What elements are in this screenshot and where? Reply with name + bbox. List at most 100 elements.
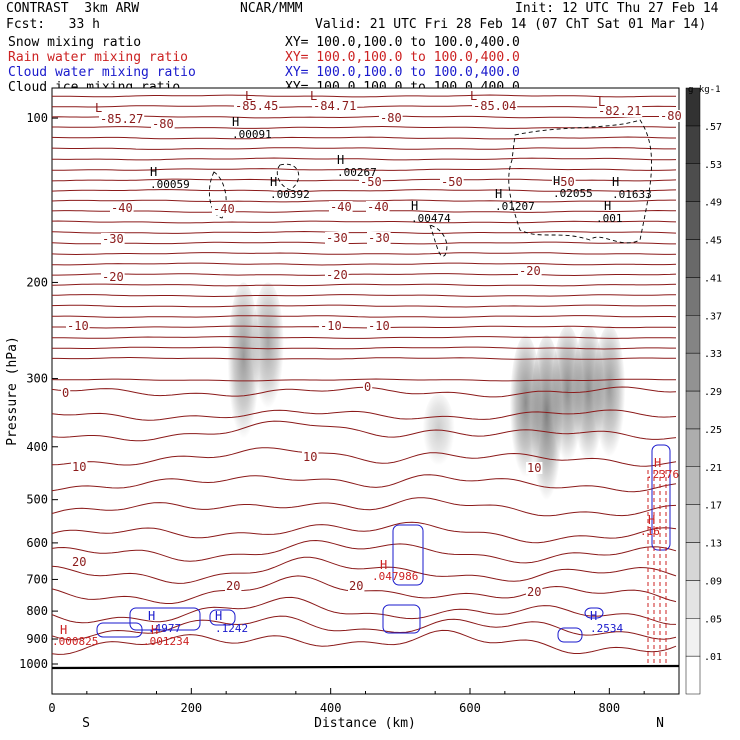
colorbar-swatch xyxy=(685,655,701,695)
temperature-label-bg xyxy=(659,110,683,122)
y-tick-label: 800 xyxy=(26,604,48,618)
temperature-contour xyxy=(52,556,677,584)
colorbar-level-label: .05 xyxy=(704,614,722,625)
colorbar-level-label: .45 xyxy=(704,236,722,247)
temperature-contour xyxy=(52,521,677,544)
colorbar-level-label: .21 xyxy=(704,463,722,474)
temperature-label-bg xyxy=(472,100,518,112)
temperature-label: 10 xyxy=(72,460,86,474)
temperature-label: -50 xyxy=(553,175,575,189)
cloud-water-contour xyxy=(96,622,143,638)
colorbar-level-label: .01 xyxy=(704,652,722,663)
x-tick-label: 200 xyxy=(180,701,202,715)
colorbar-unit: g kg-1 xyxy=(688,85,721,95)
temperature-label-bg xyxy=(110,202,134,214)
x-tick-label: 800 xyxy=(598,701,620,715)
snow-max-label: .00059 xyxy=(150,178,190,191)
temperature-label: -80 xyxy=(152,117,174,131)
legend-rain-label: Rain water mixing ratio xyxy=(8,50,189,65)
temperature-label: -30 xyxy=(326,231,348,245)
snow-max-label: .01207 xyxy=(495,200,535,213)
y-tick-label: 700 xyxy=(26,572,48,586)
y-tick-label: 400 xyxy=(26,440,48,454)
temperature-contour xyxy=(52,497,677,517)
temperature-label: -40 xyxy=(213,202,235,216)
y-tick-label: 300 xyxy=(26,372,48,386)
y-tick-label: 900 xyxy=(26,632,48,646)
temperature-label-bg xyxy=(61,387,71,399)
init-time: Init: 12 UTC Thu 27 Feb 14 xyxy=(515,1,719,16)
temperature-label-bg xyxy=(101,271,125,283)
cloud-water-contour xyxy=(209,609,236,626)
low-marker: L xyxy=(310,89,317,103)
low-marker: L xyxy=(95,101,102,115)
temperature-label-bg xyxy=(234,100,280,112)
ice-max-label: .00091 xyxy=(232,128,272,141)
valid-time: Valid: 21 UTC Fri 28 Feb 14 (07 ChT Sat … xyxy=(315,17,707,32)
temperature-label-bg xyxy=(325,269,349,281)
temperature-contour xyxy=(52,94,677,98)
temperature-contour xyxy=(52,230,677,234)
temperature-label-bg xyxy=(552,176,576,188)
legend-snow-label: Snow mixing ratio xyxy=(8,35,142,50)
x-tick-label: 400 xyxy=(320,701,342,715)
colorbar-swatch xyxy=(685,390,701,430)
y-tick-label: 500 xyxy=(26,493,48,507)
snow-max-marker: H xyxy=(411,199,418,213)
y-tick-label: 1000 xyxy=(19,657,48,671)
temperature-label: -10 xyxy=(320,319,342,333)
temperature-label-bg xyxy=(363,381,373,393)
x-end-label-left: S xyxy=(82,716,90,731)
temperature-label-bg xyxy=(71,556,88,568)
snow-max-marker: H xyxy=(150,165,157,179)
rain-max-label: .001234 xyxy=(143,635,190,648)
temperature-label-bg xyxy=(151,118,175,130)
ice-max-marker: H xyxy=(337,153,344,167)
temperature-label: 20 xyxy=(527,585,541,599)
temperature-contour xyxy=(52,252,677,256)
colorbar-swatch xyxy=(685,315,701,354)
colorbar-swatch xyxy=(685,542,701,581)
temperature-contour xyxy=(52,325,677,329)
temperature-label-bg xyxy=(212,203,236,215)
snow-max-label: .01633 xyxy=(612,188,652,201)
forecast-hour: Fcst: 33 h xyxy=(6,17,100,32)
colorbar-swatch xyxy=(685,580,701,619)
x-tick-label: 600 xyxy=(459,701,481,715)
colorbar-swatch xyxy=(685,466,701,505)
colorbar-swatch xyxy=(685,352,701,392)
temperature-contour xyxy=(52,596,677,625)
snow-max-label: .001 xyxy=(596,212,623,225)
temperature-contour xyxy=(52,220,677,224)
temperature-contour xyxy=(52,262,677,266)
colorbar-level-label: .41 xyxy=(704,273,722,284)
temperature-label-bg xyxy=(440,176,464,188)
cloud-ice-contour xyxy=(429,224,448,257)
rain-max-marker: H xyxy=(60,623,67,637)
temperature-contour xyxy=(52,336,677,339)
legend-cloud-water-label: Cloud water mixing ratio xyxy=(8,65,196,80)
temperature-label: -85.45 xyxy=(235,99,278,113)
temperature-contour xyxy=(52,629,677,655)
temperature-label-bg xyxy=(312,100,358,112)
rain-max-marker: H xyxy=(151,623,158,637)
cloud-water-contour xyxy=(382,604,421,634)
cloud-water-contour xyxy=(557,627,583,643)
colorbar-swatch xyxy=(685,239,701,278)
temperature-contour xyxy=(52,474,677,493)
temperature-label: -20 xyxy=(519,264,541,278)
cloud-max-label: .1242 xyxy=(215,622,248,635)
snow-max-label: .00474 xyxy=(411,212,451,225)
organization: NCAR/MMM xyxy=(240,1,303,16)
temperature-label-bg xyxy=(379,112,403,124)
temperature-label: -50 xyxy=(441,175,463,189)
temperature-label: -40 xyxy=(330,200,352,214)
rain-max-marker: H xyxy=(648,513,655,527)
temperature-contour xyxy=(52,105,677,108)
temperature-contour xyxy=(52,157,677,161)
cloud-max-label: .4977 xyxy=(148,622,181,635)
temperature-contour xyxy=(52,539,677,564)
temperature-label-bg xyxy=(319,320,343,332)
cloud-max-marker: H xyxy=(590,609,597,623)
colorbar-level-label: .17 xyxy=(704,501,722,512)
